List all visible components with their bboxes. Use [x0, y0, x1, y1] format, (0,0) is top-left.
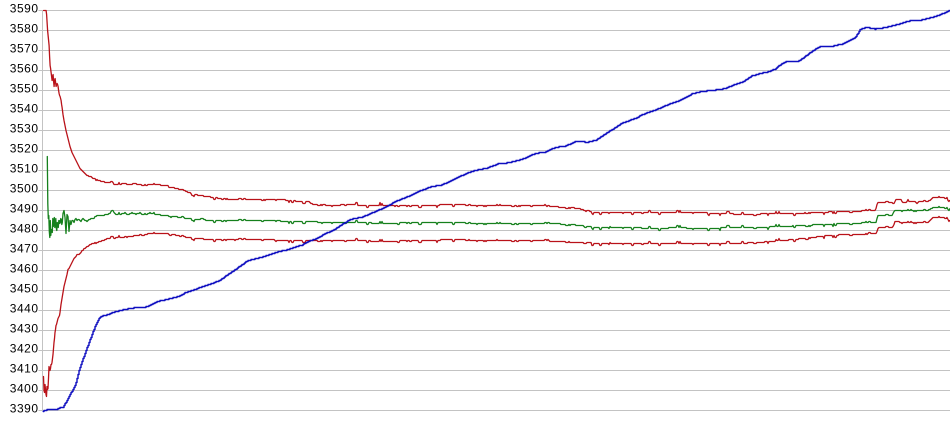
- svg-text:3500: 3500: [10, 182, 39, 196]
- svg-text:3390: 3390: [10, 402, 39, 416]
- svg-text:3440: 3440: [10, 302, 39, 316]
- svg-text:3560: 3560: [10, 62, 39, 76]
- svg-text:3490: 3490: [10, 202, 39, 216]
- svg-text:3510: 3510: [10, 162, 39, 176]
- svg-text:3420: 3420: [10, 342, 39, 356]
- svg-text:3590: 3590: [10, 2, 39, 16]
- svg-text:3540: 3540: [10, 102, 39, 116]
- svg-text:3460: 3460: [10, 262, 39, 276]
- svg-text:3580: 3580: [10, 22, 39, 36]
- svg-text:3530: 3530: [10, 122, 39, 136]
- svg-text:3400: 3400: [10, 382, 39, 396]
- svg-text:3450: 3450: [10, 282, 39, 296]
- svg-text:3410: 3410: [10, 362, 39, 376]
- svg-text:3480: 3480: [10, 222, 39, 236]
- svg-text:3470: 3470: [10, 242, 39, 256]
- svg-text:3570: 3570: [10, 42, 39, 56]
- svg-text:3520: 3520: [10, 142, 39, 156]
- svg-text:3430: 3430: [10, 322, 39, 336]
- svg-text:3550: 3550: [10, 82, 39, 96]
